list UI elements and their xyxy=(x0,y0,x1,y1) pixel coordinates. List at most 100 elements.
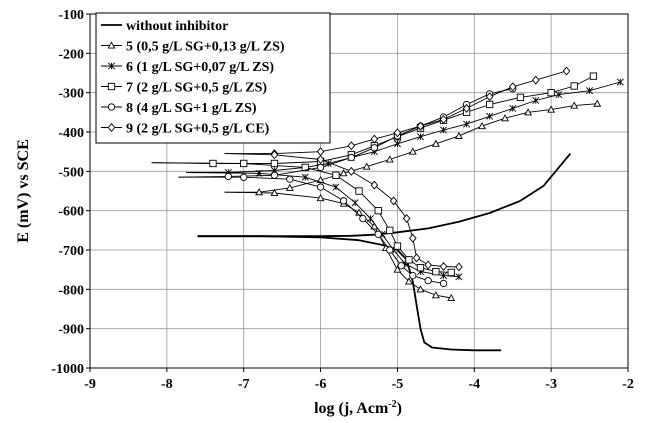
data-point xyxy=(393,265,402,273)
series-1 xyxy=(197,153,572,352)
data-point xyxy=(339,169,348,177)
data-point xyxy=(397,262,405,270)
y-tick-label: -200 xyxy=(58,47,84,62)
data-point xyxy=(370,144,379,152)
legend-entry-4: 7 (2 g/L SG+0,5 g/L ZS) xyxy=(101,81,267,96)
legend-entry-5: 8 (4 g/L SG+1 g/L ZS) xyxy=(101,101,257,116)
series-line-3-2 xyxy=(186,172,459,278)
legend-entry-1: without inhibitor xyxy=(101,19,228,34)
legend-label: 6 (1 g/L SG+0,07 g/L ZS) xyxy=(126,60,274,75)
series-group xyxy=(151,66,624,352)
data-point xyxy=(593,99,602,107)
data-point xyxy=(485,92,494,102)
data-point xyxy=(255,188,264,196)
data-point xyxy=(385,155,394,163)
data-point xyxy=(486,112,494,120)
data-point xyxy=(455,273,463,281)
y-tick-label: -400 xyxy=(58,126,84,141)
x-axis-ticks: -9 -8 -7 -6 -5 -4 -3 -2 xyxy=(84,368,634,392)
legend-label: 7 (2 g/L SG+0,5 g/L ZS) xyxy=(126,81,267,96)
x-axis-label-close: ) xyxy=(397,400,402,417)
data-point xyxy=(386,246,394,254)
data-point xyxy=(351,199,359,207)
data-point xyxy=(224,172,232,181)
data-point xyxy=(454,131,463,139)
x-tick-label: -5 xyxy=(392,377,404,392)
data-point xyxy=(393,242,402,250)
data-point xyxy=(362,162,371,170)
data-point xyxy=(393,128,402,138)
data-point xyxy=(270,188,279,196)
legend-entry-3: 6 (1 g/L SG+0,07 g/L ZS) xyxy=(101,60,274,75)
legend-marker xyxy=(107,103,116,111)
series-line-2-2 xyxy=(224,191,452,299)
data-point xyxy=(501,114,509,122)
data-point xyxy=(516,93,525,102)
data-point xyxy=(439,114,448,124)
y-axis-ticks: -100 -200 -300 -400 -500 -600 -700 -800 -900 -100… xyxy=(51,8,90,377)
data-point xyxy=(347,141,356,151)
data-point xyxy=(531,75,540,85)
data-point xyxy=(562,66,571,76)
data-point xyxy=(359,214,367,223)
data-point xyxy=(462,103,471,113)
data-point xyxy=(374,207,382,215)
data-point xyxy=(409,233,417,243)
data-point xyxy=(347,153,355,162)
legend-marker xyxy=(107,82,116,91)
data-point xyxy=(589,72,598,80)
series-line-5-1 xyxy=(178,88,513,178)
data-point xyxy=(270,150,279,160)
data-point xyxy=(439,279,448,288)
data-point xyxy=(416,285,425,293)
data-point xyxy=(616,78,624,86)
legend-marker xyxy=(107,123,116,132)
legend-entry-2: 5 (0,5 g/L SG+0,13 g/L ZS) xyxy=(101,40,285,55)
y-tick-label: -1000 xyxy=(51,362,84,377)
data-point xyxy=(405,256,413,264)
legend-marker xyxy=(107,62,116,70)
data-point xyxy=(347,166,356,176)
plot-frame xyxy=(89,13,629,369)
data-point xyxy=(431,291,440,299)
data-point xyxy=(508,82,517,92)
data-point xyxy=(586,87,594,95)
data-point xyxy=(316,193,325,202)
data-point xyxy=(424,277,432,285)
data-point xyxy=(389,196,398,206)
data-point xyxy=(570,82,578,90)
data-point xyxy=(547,89,555,97)
legend-marker xyxy=(107,41,116,49)
data-point xyxy=(367,215,375,223)
data-point xyxy=(209,159,217,168)
data-point xyxy=(532,97,540,105)
data-point xyxy=(570,101,579,109)
data-point xyxy=(316,147,325,157)
y-tick-label: -900 xyxy=(58,323,84,338)
x-tick-label: -2 xyxy=(622,377,634,392)
data-point xyxy=(424,260,432,270)
data-point xyxy=(463,120,471,128)
data-point xyxy=(447,293,456,301)
y-tick-label: -800 xyxy=(58,283,84,298)
y-tick-label: -300 xyxy=(58,87,84,102)
data-point xyxy=(416,121,425,131)
data-point xyxy=(286,175,294,183)
data-point xyxy=(432,267,440,276)
data-point xyxy=(408,147,417,155)
data-point xyxy=(555,91,563,99)
legend: without inhibitor 5 (0,5 g/L SG+0,13 g/L … xyxy=(101,19,285,137)
data-point xyxy=(332,183,340,191)
data-point xyxy=(439,262,448,272)
legend-entry-6: 9 (2 g/L SG+0,5 g/L CE) xyxy=(101,122,270,137)
data-point xyxy=(285,183,294,191)
x-tick-label: -9 xyxy=(84,377,96,392)
x-tick-label: -7 xyxy=(238,377,250,392)
data-point xyxy=(270,171,279,179)
data-point xyxy=(509,104,517,112)
data-point xyxy=(440,272,448,280)
data-point xyxy=(386,226,394,234)
y-tick-label: -500 xyxy=(58,165,84,180)
y-tick-label: -100 xyxy=(58,8,84,23)
